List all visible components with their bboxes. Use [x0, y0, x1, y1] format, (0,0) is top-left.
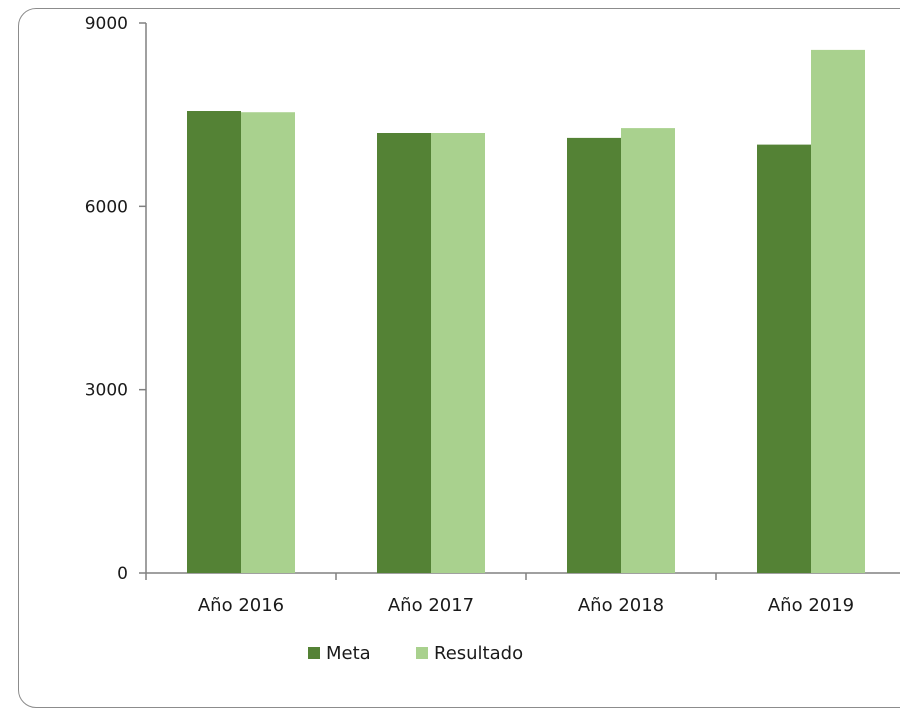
x-tick-label: Año 2016: [198, 595, 284, 616]
y-tick-label: 6000: [85, 197, 128, 217]
bar-resultado: [811, 49, 865, 573]
bar-meta: [187, 111, 241, 573]
bar-meta: [567, 137, 621, 573]
legend-label-resultado: Resultado: [434, 643, 523, 664]
bar-resultado: [241, 112, 295, 573]
bar-resultado: [431, 133, 485, 573]
y-axis: 0 3000 6000 9000: [85, 14, 147, 584]
legend-swatch-meta: [308, 647, 320, 659]
x-axis: Año 2016 Año 2017 Año 2018 Año 2019: [145, 572, 900, 616]
y-tick-label: 3000: [85, 381, 128, 401]
x-tick-label: Año 2019: [768, 595, 854, 616]
x-tick-label: Año 2018: [578, 595, 664, 616]
legend-swatch-resultado: [416, 647, 428, 659]
x-tick-label: Año 2017: [388, 595, 474, 616]
bar-resultado: [621, 128, 675, 573]
legend-label-meta: Meta: [326, 643, 371, 664]
y-tick-label: 9000: [85, 14, 128, 34]
bars: [187, 49, 865, 573]
bar-meta: [377, 133, 431, 573]
legend: Meta Resultado: [308, 643, 523, 664]
bar-meta: [757, 144, 811, 573]
y-tick-label: 0: [117, 564, 128, 584]
